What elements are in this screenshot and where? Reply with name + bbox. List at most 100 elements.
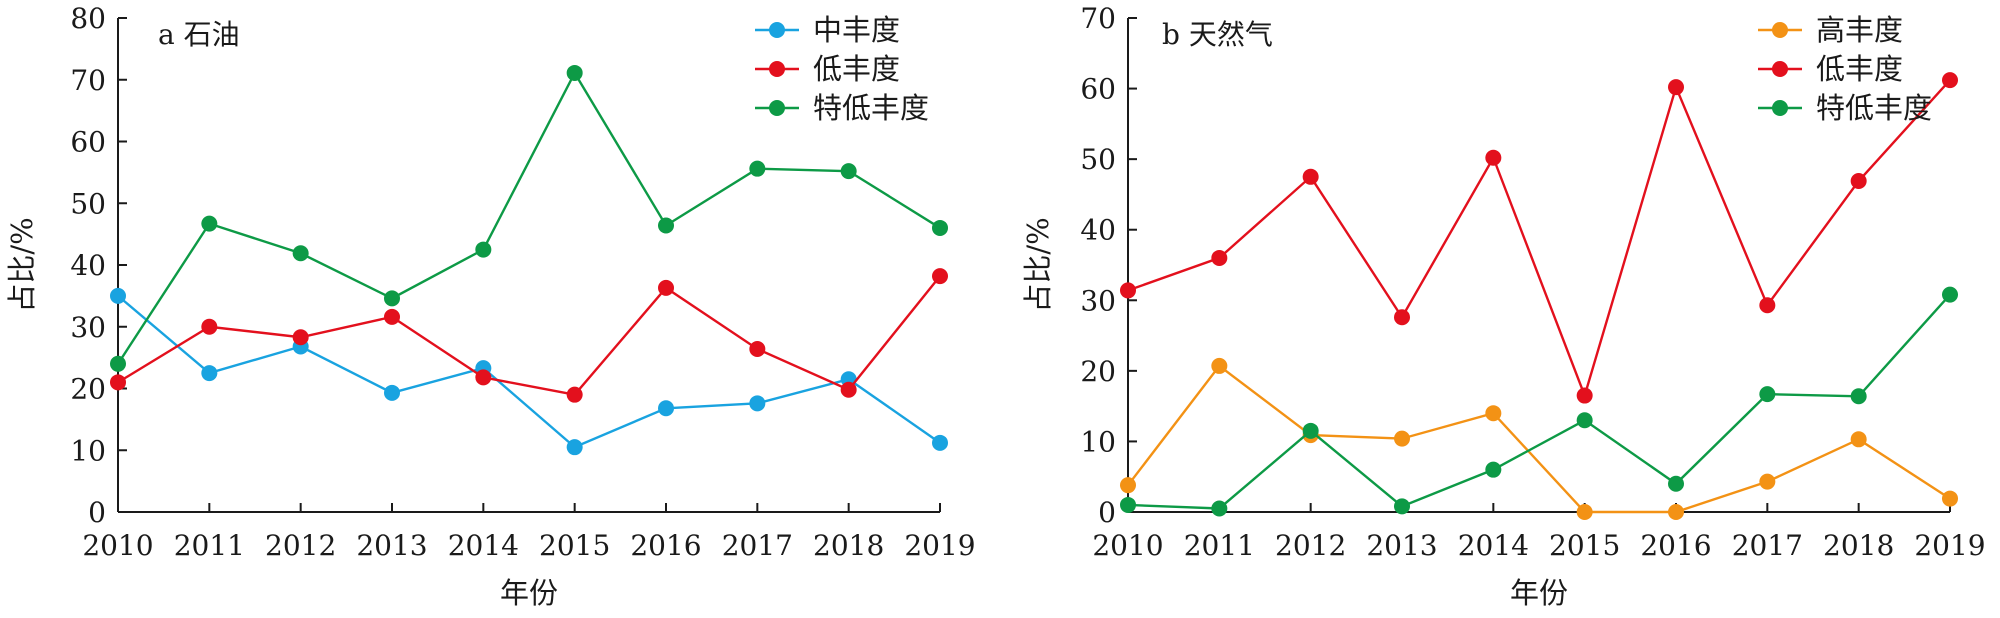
data-point bbox=[384, 384, 400, 401]
y-tick-label: 70 bbox=[70, 64, 106, 97]
legend-marker bbox=[1772, 22, 1788, 38]
data-point bbox=[1668, 504, 1684, 520]
legend-label: 特低丰度 bbox=[813, 91, 929, 125]
data-point bbox=[1942, 72, 1958, 89]
data-point bbox=[384, 308, 400, 325]
series-line-2 bbox=[1127, 79, 1951, 400]
x-tick-label: 2012 bbox=[265, 529, 336, 562]
data-point bbox=[749, 160, 766, 177]
data-point bbox=[1485, 461, 1502, 478]
legend-label: 中丰度 bbox=[813, 13, 900, 47]
data-point bbox=[1668, 475, 1684, 492]
x-tick-label: 2012 bbox=[1275, 529, 1346, 562]
y-tick-label: 20 bbox=[1080, 355, 1116, 388]
y-tick-label: 80 bbox=[70, 2, 106, 35]
data-point bbox=[1485, 149, 1502, 166]
data-point bbox=[658, 217, 674, 234]
y-tick-label: 60 bbox=[1080, 73, 1116, 106]
chart-panel-b: 0 10 20 30 40 50 60 70 2010 2011 2012 2013 2014 2015 2… bbox=[1021, 2, 1986, 610]
x-tick-label: 2013 bbox=[356, 529, 427, 562]
data-point bbox=[566, 64, 583, 81]
legend-label: 低丰度 bbox=[813, 52, 900, 86]
data-point bbox=[1302, 168, 1319, 185]
x-tick-label: 2016 bbox=[1640, 529, 1711, 562]
series-line-3 bbox=[116, 70, 941, 365]
data-point bbox=[1120, 496, 1136, 513]
panel-title: b 天然气 bbox=[1162, 18, 1273, 51]
x-tick-label: 2017 bbox=[1732, 529, 1803, 562]
series-line-2 bbox=[117, 275, 941, 396]
data-point bbox=[566, 439, 583, 456]
data-point bbox=[1211, 500, 1228, 517]
data-point bbox=[1485, 405, 1502, 422]
y-tick-label: 10 bbox=[1080, 425, 1116, 458]
data-point bbox=[384, 290, 400, 307]
y-axis-title: 占比/% bbox=[1021, 217, 1055, 312]
data-point bbox=[566, 386, 583, 403]
data-point bbox=[658, 400, 674, 417]
y-tick-label: 50 bbox=[1080, 143, 1116, 176]
y-tick-label: 40 bbox=[1080, 214, 1116, 247]
data-point bbox=[475, 369, 492, 386]
y-tick-label: 30 bbox=[1080, 284, 1116, 317]
data-point bbox=[1759, 473, 1776, 490]
data-point bbox=[1211, 357, 1228, 374]
legend-label: 高丰度 bbox=[1816, 13, 1903, 47]
series-line-1 bbox=[117, 294, 941, 449]
data-point bbox=[1394, 498, 1410, 515]
data-point bbox=[1942, 490, 1958, 507]
data-point bbox=[749, 340, 766, 357]
data-point bbox=[658, 279, 674, 296]
x-axis-title: 年份 bbox=[500, 576, 558, 610]
data-point bbox=[749, 395, 766, 412]
data-point bbox=[110, 374, 126, 391]
data-point bbox=[1211, 249, 1228, 266]
data-point bbox=[1576, 504, 1593, 520]
y-tick-label: 50 bbox=[70, 187, 106, 220]
data-point bbox=[1942, 286, 1958, 303]
x-tick-label: 2010 bbox=[1092, 529, 1163, 562]
x-tick-label: 2018 bbox=[1823, 529, 1894, 562]
data-point bbox=[1850, 431, 1867, 448]
data-point bbox=[1302, 422, 1319, 439]
data-point bbox=[1850, 173, 1867, 190]
data-point bbox=[1394, 430, 1410, 447]
x-tick-label: 2011 bbox=[174, 529, 245, 562]
y-tick-label: 10 bbox=[70, 434, 106, 467]
data-point bbox=[840, 163, 857, 180]
data-point bbox=[110, 355, 126, 372]
data-point bbox=[840, 381, 857, 398]
x-tick-label: 2014 bbox=[1458, 529, 1529, 562]
data-point bbox=[201, 215, 218, 232]
data-point bbox=[1668, 79, 1684, 96]
data-point bbox=[932, 268, 948, 285]
x-tick-label: 2018 bbox=[813, 529, 884, 562]
legend-marker bbox=[769, 100, 785, 116]
legend-marker bbox=[1772, 61, 1788, 77]
series-line-1 bbox=[1127, 364, 1951, 514]
x-tick-label: 2019 bbox=[904, 529, 975, 562]
x-tick-label: 2015 bbox=[1549, 529, 1620, 562]
data-point bbox=[1759, 297, 1776, 314]
data-point bbox=[201, 365, 218, 382]
legend-marker bbox=[769, 61, 785, 77]
data-point bbox=[932, 434, 948, 451]
y-tick-label: 40 bbox=[70, 249, 106, 282]
y-tick-label: 0 bbox=[88, 496, 106, 529]
x-tick-label: 2013 bbox=[1366, 529, 1437, 562]
data-point bbox=[475, 241, 492, 258]
chart-panel-a: 0 10 20 30 40 50 60 70 80 2010 2011 2012 2013 2014 201… bbox=[5, 2, 976, 610]
legend-label: 特低丰度 bbox=[1816, 91, 1932, 125]
y-tick-label: 30 bbox=[70, 311, 106, 344]
y-axis-title: 占比/% bbox=[5, 217, 39, 312]
y-tick-label: 60 bbox=[70, 126, 106, 159]
x-tick-label: 2014 bbox=[448, 529, 519, 562]
data-point bbox=[932, 219, 948, 236]
x-tick-label: 2015 bbox=[539, 529, 610, 562]
series-line-3 bbox=[1127, 293, 1951, 510]
x-tick-label: 2019 bbox=[1914, 529, 1985, 562]
y-tick-label: 70 bbox=[1080, 2, 1116, 35]
x-tick-label: 2010 bbox=[82, 529, 153, 562]
data-point bbox=[292, 329, 309, 346]
